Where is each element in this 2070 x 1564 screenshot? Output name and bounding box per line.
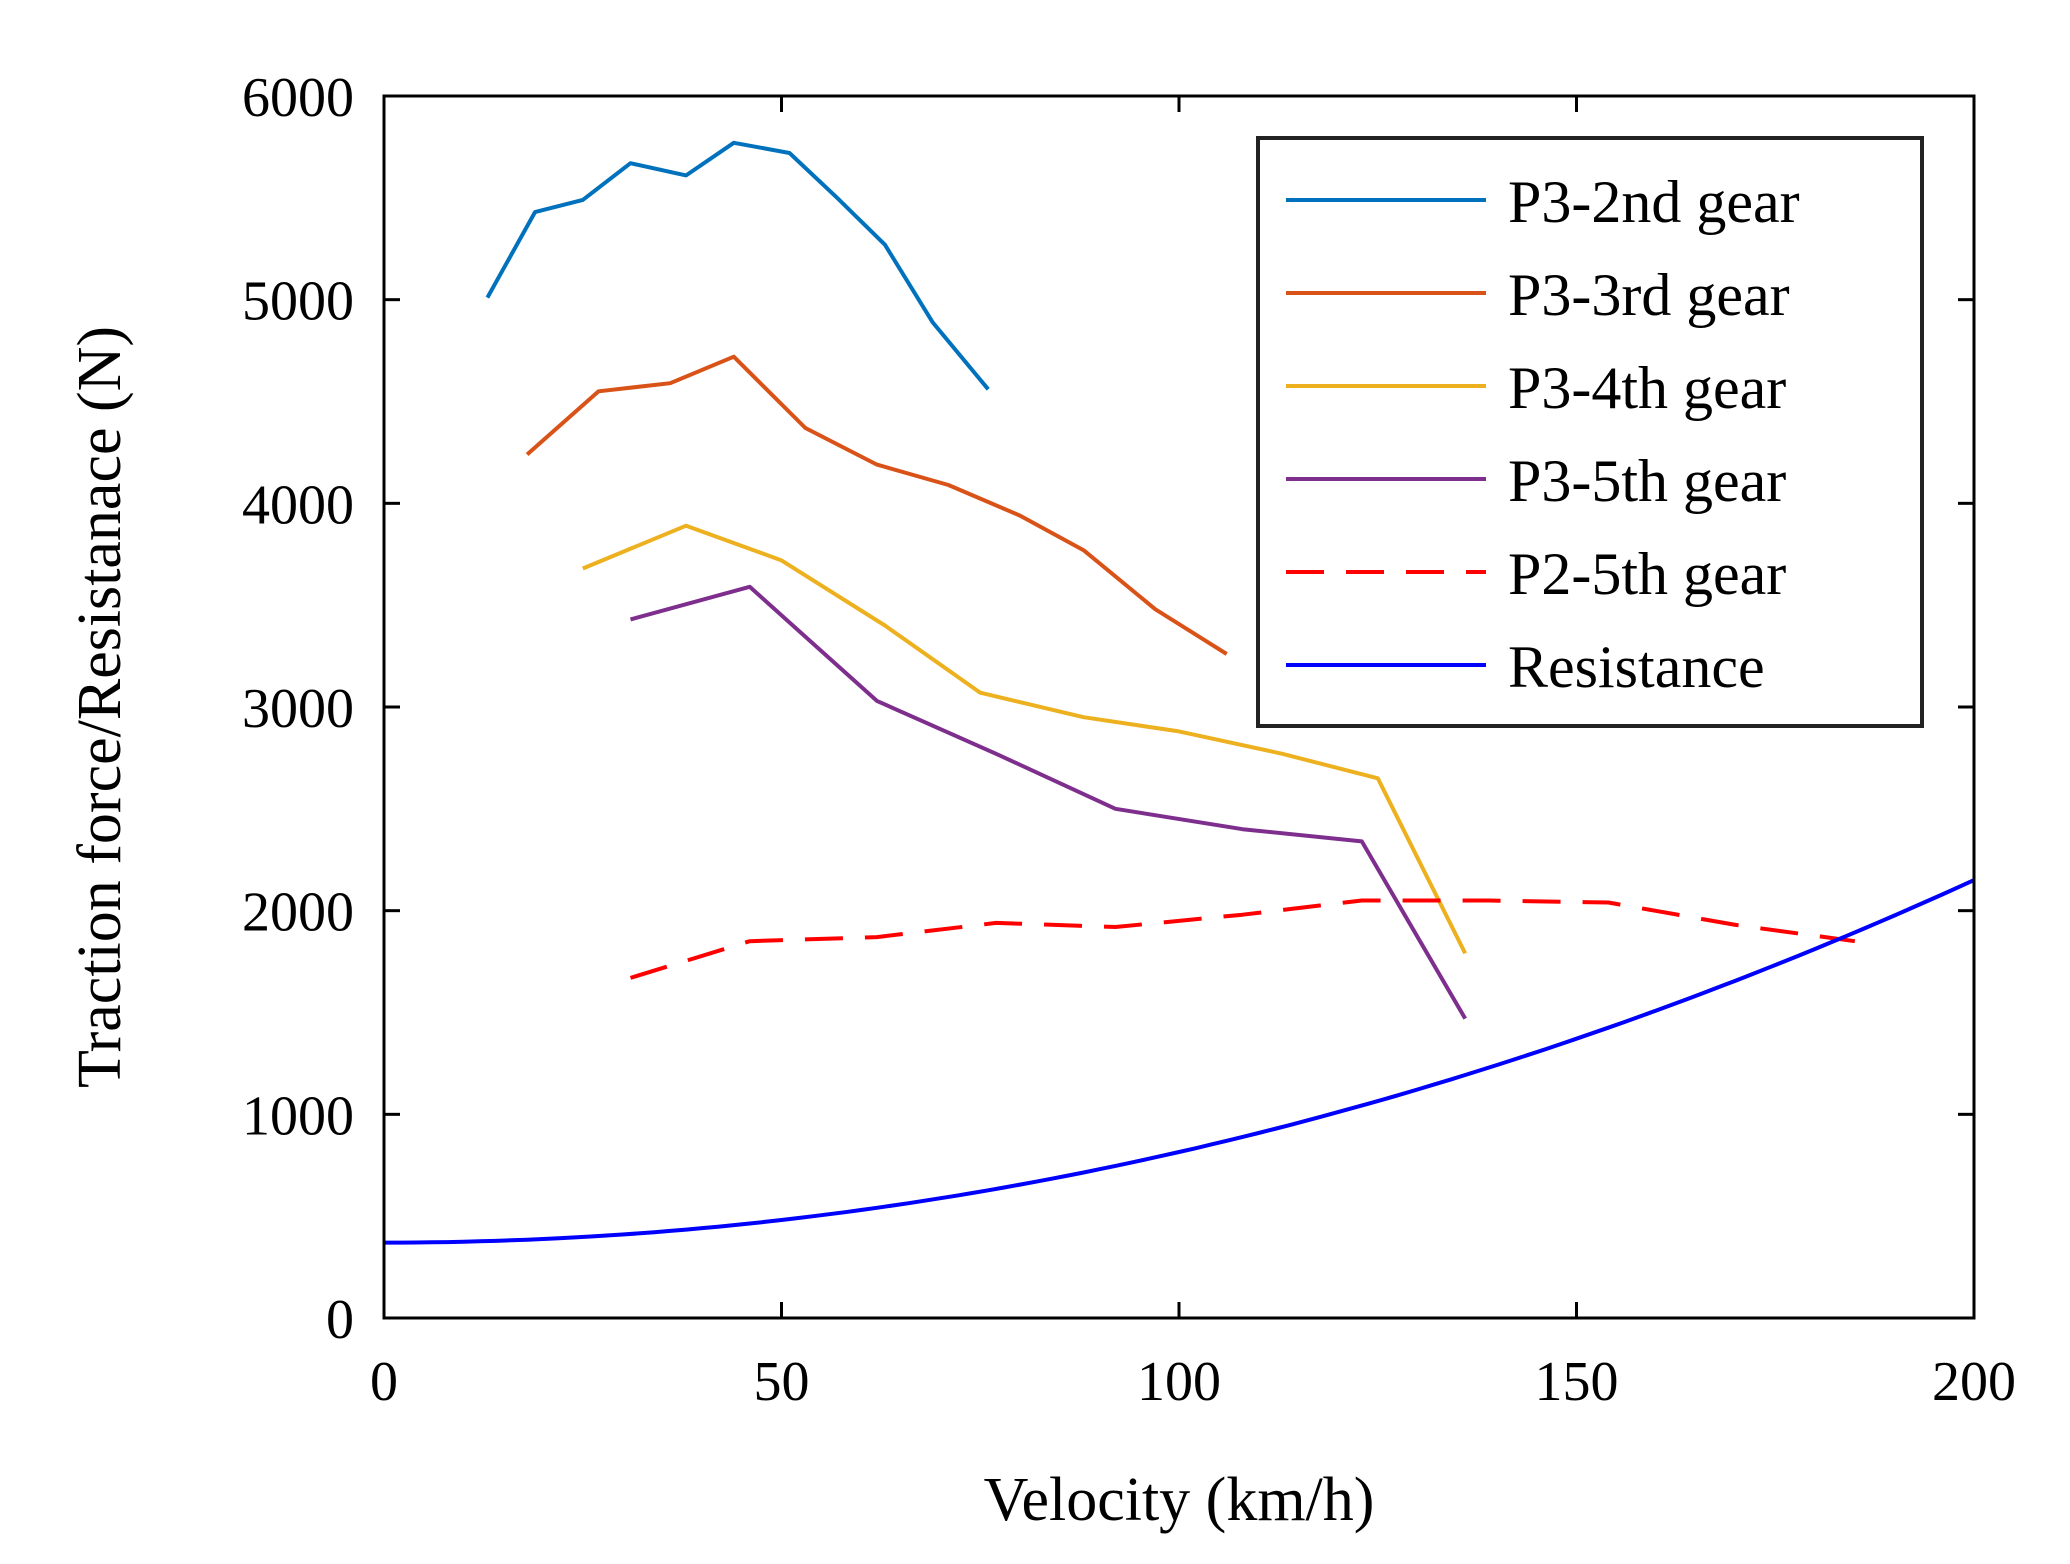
series-line-p2-5th-gear bbox=[629, 898, 1856, 980]
x-tick-label: 100 bbox=[1137, 1351, 1221, 1413]
x-tick-label: 0 bbox=[370, 1351, 398, 1413]
legend: P3-2nd gear P3-3rd gear P3-4th gear P3-5th … bbox=[1256, 136, 1924, 728]
series-line-resistance bbox=[384, 878, 1975, 1245]
x-tick-label: 150 bbox=[1535, 1351, 1619, 1413]
legend-box bbox=[1256, 136, 1924, 728]
series-line-p3-5th-gear bbox=[629, 584, 1467, 1020]
legend-label: P3-5th gear bbox=[1508, 448, 1786, 514]
series-line-p3-2nd-gear bbox=[485, 140, 990, 391]
y-tick-label: 3000 bbox=[242, 678, 354, 740]
x-axis-title: Velocity (km/h) bbox=[984, 1466, 1375, 1534]
y-tick-label: 4000 bbox=[242, 474, 354, 536]
y-tick-label: 5000 bbox=[242, 271, 354, 333]
y-tick-label: 2000 bbox=[242, 882, 354, 944]
series-line-p3-3rd-gear bbox=[525, 354, 1228, 656]
series-layer bbox=[384, 140, 1975, 1245]
x-tick-label: 50 bbox=[754, 1351, 810, 1413]
legend-label: P3-3rd gear bbox=[1508, 262, 1790, 328]
y-tick-label: 0 bbox=[326, 1289, 354, 1351]
legend-label: P2-5th gear bbox=[1508, 541, 1786, 607]
legend-label: P3-4th gear bbox=[1508, 355, 1786, 421]
y-tick-label: 6000 bbox=[242, 67, 354, 129]
legend-label: P3-2nd gear bbox=[1508, 169, 1800, 235]
series-line-p3-4th-gear bbox=[582, 523, 1467, 955]
y-axis-title: Traction force/Resistanace (N) bbox=[66, 326, 134, 1088]
plot-frame bbox=[382, 94, 1976, 1320]
legend-label: Resistance bbox=[1508, 634, 1765, 700]
x-tick-label: 200 bbox=[1932, 1351, 2016, 1413]
y-tick-label: 1000 bbox=[242, 1085, 354, 1147]
